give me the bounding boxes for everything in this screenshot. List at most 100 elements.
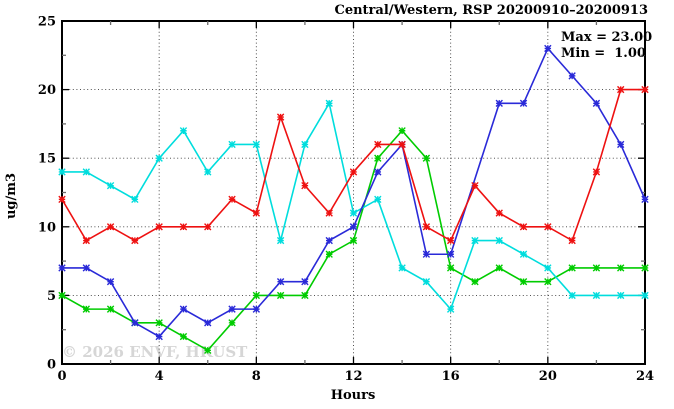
y-tick-label: 10 [38, 220, 56, 235]
data-point-marker [131, 319, 139, 327]
data-point-marker [422, 223, 431, 231]
data-point-marker [301, 181, 309, 190]
data-point-marker [544, 223, 552, 231]
y-tick-label: 25 [38, 15, 56, 30]
max-annotation: Max = 23.00 [561, 30, 652, 45]
data-point-marker [446, 250, 455, 258]
y-tick-label: 15 [38, 152, 56, 167]
data-point-marker [82, 305, 90, 313]
data-point-marker [446, 264, 455, 272]
data-point-marker [446, 236, 455, 245]
data-point-marker [422, 250, 431, 258]
data-point-marker [276, 113, 285, 121]
data-point-marker [58, 291, 66, 300]
y-tick-label: 0 [47, 358, 56, 373]
data-point-marker [495, 236, 503, 245]
series-line-blue [62, 46, 646, 338]
data-point-marker [471, 181, 479, 190]
data-point-marker [592, 99, 601, 108]
x-tick-label: 24 [636, 369, 654, 384]
data-point-marker [641, 264, 649, 272]
data-point-marker [519, 99, 528, 108]
series-line-cyan [62, 101, 645, 311]
data-point-marker [544, 264, 552, 272]
y-tick-label: 5 [47, 289, 56, 304]
data-point-marker [325, 250, 333, 258]
plot-layer: 0 5 10 15 20 25 0 4 8 12 16 20 24 [38, 15, 654, 385]
data-point-marker [276, 291, 285, 300]
data-point-marker [325, 99, 333, 108]
data-point-marker [106, 223, 115, 231]
data-point-marker [617, 291, 625, 300]
x-tick-label: 0 [57, 369, 66, 384]
data-point-marker [422, 154, 431, 162]
data-point-marker [568, 236, 576, 245]
x-tick-label: 16 [442, 369, 460, 384]
data-point-marker [228, 140, 236, 149]
data-point-marker [374, 168, 382, 176]
data-point-marker [155, 154, 163, 162]
data-point-marker [228, 319, 236, 327]
data-point-marker [471, 277, 479, 286]
data-point-marker [617, 85, 625, 94]
data-point-marker [179, 332, 188, 341]
data-point-marker [204, 346, 212, 354]
data-point-marker [155, 332, 163, 341]
data-point-marker [106, 181, 115, 190]
data-point-marker [228, 305, 236, 313]
data-point-marker [398, 127, 406, 135]
data-point-marker [495, 99, 503, 108]
data-point-marker [641, 195, 649, 204]
data-point-marker [131, 195, 139, 204]
data-point-marker [252, 291, 261, 300]
data-point-marker [82, 264, 90, 272]
x-tick-label: 12 [344, 369, 362, 384]
data-point-marker [641, 85, 649, 94]
data-point-marker [252, 140, 261, 149]
data-point-marker [155, 319, 163, 327]
data-point-marker [374, 140, 382, 149]
data-point-marker [568, 291, 576, 300]
data-point-marker [349, 209, 358, 217]
data-point-marker [519, 250, 528, 258]
data-point-marker [568, 264, 576, 272]
data-point-marker [58, 168, 66, 176]
data-point-marker [301, 140, 309, 149]
data-point-marker [374, 195, 382, 204]
data-point-marker [519, 223, 528, 231]
data-point-marker [155, 223, 163, 231]
data-point-marker [617, 140, 625, 149]
data-point-marker [398, 264, 406, 272]
series-markers-red [58, 85, 649, 245]
data-point-marker [446, 305, 455, 313]
data-point-marker [519, 277, 528, 286]
data-point-marker [471, 236, 479, 245]
data-point-marker [349, 236, 358, 245]
data-point-marker [495, 209, 503, 217]
data-point-marker [422, 277, 431, 286]
data-point-marker [398, 140, 406, 149]
data-point-marker [228, 195, 236, 204]
series-markers-blue [58, 44, 649, 341]
data-point-marker [276, 236, 285, 245]
y-tick-label: 20 [38, 83, 56, 98]
series-markers-cyan [58, 99, 649, 313]
data-point-marker [252, 209, 261, 217]
data-point-marker [204, 319, 212, 327]
y-axis-title: ug/m3 [4, 173, 19, 219]
data-point-marker [544, 277, 552, 286]
min-annotation: Min = 1.00 [561, 46, 646, 61]
data-point-marker [495, 264, 503, 272]
data-point-marker [617, 264, 625, 272]
data-point-marker [568, 72, 576, 80]
data-point-marker [131, 236, 139, 245]
x-tick-label: 4 [155, 369, 164, 384]
data-point-marker [301, 277, 309, 286]
watermark: © 2026 ENVF, HKUST [62, 343, 248, 361]
data-point-marker [82, 236, 90, 245]
x-tick-label: 8 [252, 369, 261, 384]
data-point-marker [544, 44, 552, 53]
series-markers-green [58, 127, 649, 354]
data-point-marker [58, 264, 66, 272]
data-point-marker [592, 291, 601, 300]
